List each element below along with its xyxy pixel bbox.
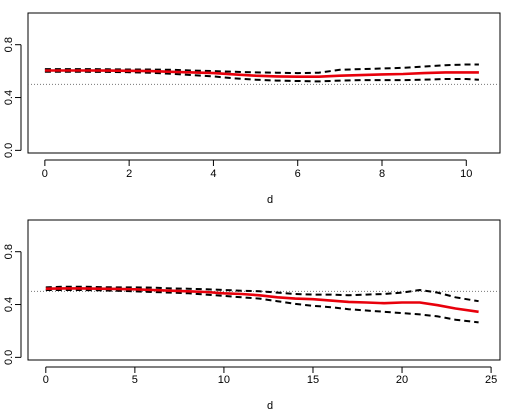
estimate-line: [45, 287, 479, 314]
y-tick-label: 0.0: [3, 350, 15, 365]
x-tick-label: 0: [43, 374, 49, 386]
bottom-plot-panel: 0 5 10 15 20 25 0.0 0.4 0.8 d: [3, 219, 501, 412]
plot-frame: [27, 219, 501, 361]
x-tick-label: 5: [132, 374, 138, 386]
lower-band-line: [45, 289, 479, 324]
x-tick-label: 15: [307, 374, 319, 386]
x-tick-label: 10: [218, 374, 230, 386]
x-tick-label: 25: [485, 374, 497, 386]
y-tick-label: 0.0: [3, 143, 15, 158]
y-tick-label: 0.8: [3, 37, 15, 52]
y-tick-label: 0.4: [3, 90, 15, 105]
x-tick-label: 0: [42, 168, 48, 180]
x-tick-label: 4: [210, 168, 216, 180]
top-plot-panel: 0 2 4 6 8 10 0.0 0.4 0.8 d: [3, 12, 501, 206]
upper-band-line: [45, 285, 479, 303]
lower-band-line: [44, 70, 479, 83]
estimate-line: [44, 69, 479, 78]
x-tick-label: 20: [396, 374, 408, 386]
x-tick-label: 10: [460, 168, 472, 180]
x-tick-label: 2: [126, 168, 132, 180]
y-tick-label: 0.4: [3, 297, 15, 312]
x-tick-label: 8: [379, 168, 385, 180]
x-axis-title: d: [267, 400, 273, 412]
y-tick-label: 0.8: [3, 244, 15, 259]
x-axis-title: d: [267, 194, 273, 206]
x-tick-label: 6: [295, 168, 301, 180]
plot-frame: [27, 12, 501, 154]
